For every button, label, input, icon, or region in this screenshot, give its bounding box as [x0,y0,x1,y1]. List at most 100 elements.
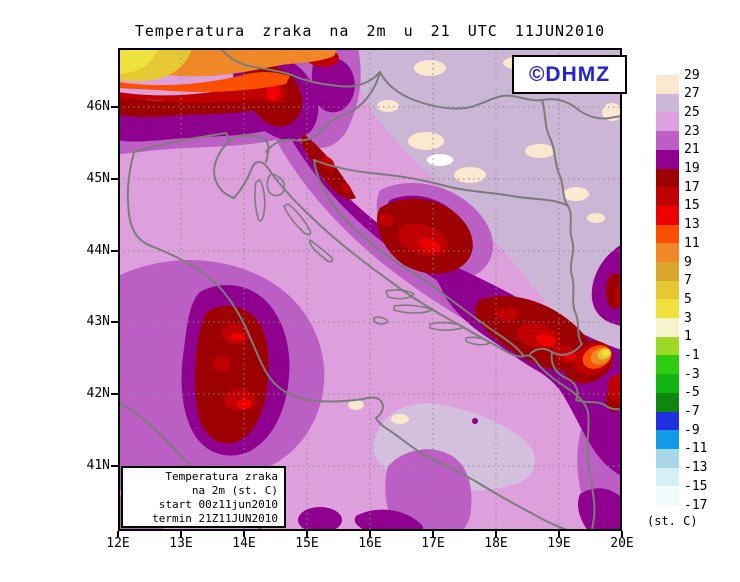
colorbar-segment [656,168,679,188]
colorbar-tick-label: 23 [684,123,700,139]
colorbar-tick-label: -17 [684,497,708,513]
colorbar-tick-label: -7 [684,404,700,419]
lon-tick-mark [621,531,623,537]
colorbar-tick-label: 1 [684,329,692,345]
border-croatia-bosnia [313,159,525,357]
colorbar-tick-label: 21 [684,142,700,158]
colorbar-segment [656,93,679,113]
border-slovenia-croatia [229,71,381,163]
lon-tick-mark [495,531,497,537]
lat-axis-label: 42N [86,386,110,402]
colorbar-tick-label: 9 [684,254,692,270]
colorbar-tick-label: -1 [684,347,700,363]
lat-axis-label: 41N [86,458,110,473]
colorbar-tick-label: 17 [684,179,700,195]
colorbar-tick-label: 11 [684,235,700,251]
lat-tick-mark [111,465,118,467]
lon-tick-mark [369,531,371,537]
islands [254,173,491,346]
colorbar-segment [656,355,679,375]
colorbar-tick-label: 3 [684,310,692,326]
colorbar-segment [656,280,679,300]
colorbar-segment [656,392,679,413]
lat-tick-mark [111,249,118,252]
lon-tick-mark [243,531,245,537]
colorbar-tick-label: 7 [684,273,692,289]
colorbar-tick-label: 19 [684,161,700,176]
lon-tick-mark [117,531,119,537]
run-info-line: start 00z11jun2010 [158,498,278,511]
lat-axis-label: 46N [86,99,110,114]
colorbar-segment [656,205,679,226]
border-sava [313,159,569,207]
colorbar-segment [656,448,679,469]
lon-tick-mark [558,531,560,537]
colorbar-tick-label: -13 [684,460,708,476]
lon-axis-label: 13E [169,536,193,551]
map-panel [118,48,622,531]
colorbar-segment [656,374,679,394]
colorbar-tick-label: -5 [684,385,700,401]
colorbar-segment [656,486,679,506]
colorbar-segment [656,187,679,207]
colorbar-segment [656,243,679,263]
temperature-map-svg [118,48,622,531]
colorbar-segment [656,149,679,170]
lon-axis-label: 12E [106,536,130,551]
lat-tick-mark [111,321,118,324]
colorbar-segment [656,224,679,244]
border-danube-drina [541,99,583,345]
lon-tick-mark [432,531,434,537]
run-info-box: Temperatura zraka na 2m (st. C) start 00… [121,466,286,528]
run-info-line: Temperatura zraka [165,470,278,483]
colorbar-tick-label: 15 [684,198,700,214]
colorbar-tick-label: 5 [684,291,692,307]
colorbar-segment [656,131,679,151]
colorbar-tick-label: 29 [684,67,700,83]
dhmz-watermark-text: ©DHMZ [528,62,611,86]
run-info-line: termin 21Z11JUN2010 [152,512,278,525]
lon-tick-mark [180,531,182,537]
lat-axis-label: 44N [86,242,110,258]
coastlines-borders [118,49,622,531]
lat-axis-label: 45N [86,170,110,186]
colorbar-tick-label: 13 [684,217,700,233]
coastline-adriatic-east [133,132,596,531]
colorbar-tick-label: -15 [684,478,708,494]
page-title: Temperatura zraka na 2m u 21 UTC 11JUN20… [134,22,606,40]
lon-axis-label: 20E [610,536,634,551]
colorbar-segment [656,299,679,319]
lon-tick-mark [306,531,308,537]
graticule [118,48,622,531]
colorbar-tick-label: -3 [684,366,700,382]
lat-tick-mark [111,393,118,396]
map-frame [118,48,622,531]
lon-axis-label: 16E [358,536,382,551]
lon-axis-label: 19E [547,536,571,551]
lon-axis-label: 18E [484,536,508,551]
colorbar-segment [656,336,679,356]
colorbar-segment [656,262,679,282]
lat-axis-label: 43N [86,314,110,330]
colorbar-segment [656,112,679,132]
colorbar-tick-label: 27 [684,86,700,102]
border-montenegro [529,343,622,411]
coastline-italy-east [126,151,571,531]
colorbar-tick-label: 25 [684,104,700,120]
colorbar-segment [656,318,679,338]
run-info-line: na 2m (st. C) [191,484,278,497]
colorbar-tick-label: -9 [684,422,700,438]
colorbar-segment [656,467,679,487]
colorbar-segment [656,411,679,431]
lat-tick-mark [111,177,118,180]
border-north [221,49,622,120]
lon-axis-label: 17E [421,536,445,551]
dhmz-watermark-box: ©DHMZ [512,55,627,94]
colorbar-tick-label: -11 [684,441,708,457]
lat-tick-mark [111,106,118,108]
lon-axis-label: 15E [295,536,319,551]
colorbar-unit-label: (st. C) [647,514,698,528]
lon-axis-label: 14E [232,536,256,551]
colorbar-segment [656,75,679,95]
